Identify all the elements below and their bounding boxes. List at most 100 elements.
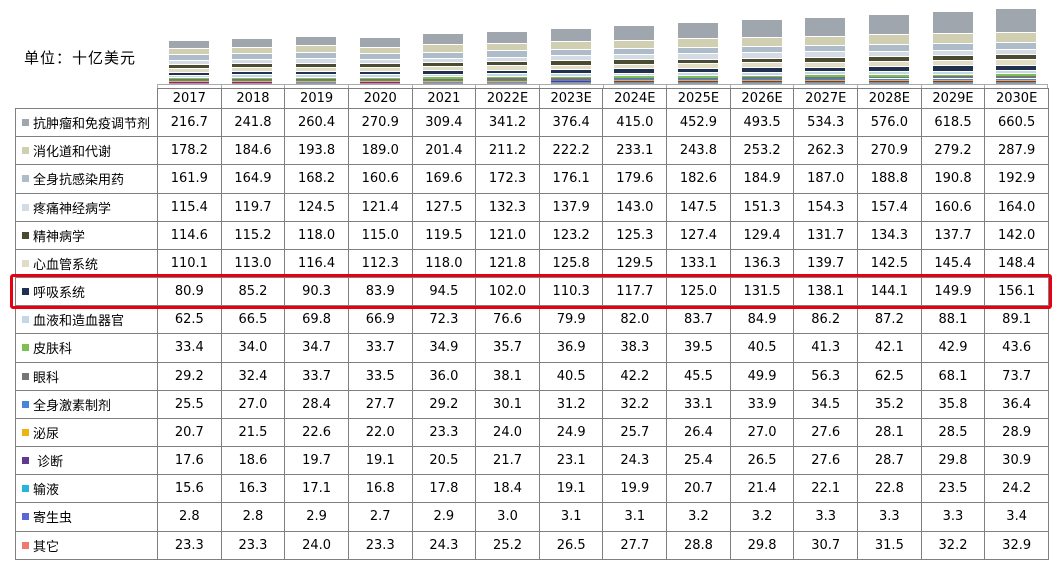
value-cell: 28.7 [857,446,922,476]
chart-column-2027E [793,0,857,84]
bar-segment [932,79,973,81]
axis-tick [538,85,540,88]
value-cell: 2.7 [347,502,413,532]
bar-segment [741,72,782,76]
year-header: 2018 [220,88,286,109]
corner-cell [16,89,158,109]
bar-segment [359,78,400,81]
value-cell: 89.1 [984,305,1049,335]
row-label: 精神病学 [15,220,158,250]
bar-segment [996,60,1037,66]
table-row: 皮肤科 33.4 34.0 34.7 33.7 34.9 35.7 36.9 38.3 39.5 4… [15,333,1049,363]
value-cell: 144.1 [857,277,922,307]
bar-segment [614,55,655,61]
value-cell: 22.8 [857,474,922,504]
bar-segment [868,66,909,72]
value-cell: 149.9 [920,277,986,307]
table-row: 全身抗感染用药 161.9 164.9 168.2 160.6 169.6 172.3 176… [15,164,1049,194]
value-cell: 32.2 [920,530,986,560]
row-label: 抗肿瘤和免疫调节剂 [15,107,158,138]
row-label: 眼科 [15,361,158,391]
value-cell: 137.7 [920,220,986,250]
value-cell: 40.5 [538,361,604,391]
bar-segment [868,78,909,80]
bar-segment [741,80,782,82]
bar-segment [487,70,528,75]
value-cell: 79.9 [538,305,604,335]
value-cell: 88.1 [920,305,986,335]
bar-segment [868,82,909,84]
value-cell: 35.2 [857,389,922,419]
data-table: 2017 2018 2019 2020 2021 2022E 2023E 2024E 2025E… [15,88,1049,560]
legend-swatch-icon [22,259,29,267]
table-row: 诊断 17.6 18.6 19.7 19.1 20.5 21.7 23.1 24.3 25.4 26… [15,446,1049,476]
bar-segment [550,82,591,83]
bar-segment [423,52,464,59]
table-row: 心血管系统 110.1 113.0 116.4 112.3 118.0 121.8 125.8… [15,248,1049,279]
bar-segment [805,82,846,83]
year-header: 2017 [157,88,222,109]
bar-segment [423,83,464,84]
value-cell: 69.8 [284,305,349,335]
value-cell: 129.5 [602,248,668,279]
bar-segment [932,76,973,79]
bar-segment [614,64,655,70]
value-cell: 33.4 [157,333,222,363]
bar-segment [741,75,782,78]
bar-segment [932,78,973,80]
bar-segment [487,78,528,80]
value-cell: 24.0 [284,530,349,560]
value-cell: 31.5 [857,530,922,560]
bar-segment [423,81,464,83]
value-cell: 34.0 [220,333,286,363]
value-cell: 184.9 [729,164,795,194]
value-cell: 3.2 [729,502,795,532]
bar-segment [741,82,782,83]
bar-segment [359,75,400,78]
table-row: 血液和造血器官 62.5 66.5 69.8 66.9 72.3 76.6 79.9 82.0 8… [15,305,1049,335]
chart-column-2030E [984,0,1048,84]
bar-segment [232,79,273,81]
legend-swatch-icon [22,288,29,296]
value-cell: 287.9 [984,136,1049,166]
bar-segment [423,45,464,53]
bar-segment [932,50,973,57]
value-cell: 415.0 [602,107,668,138]
bar-segment [487,83,528,84]
value-cell: 23.1 [538,446,604,476]
value-cell: 270.9 [857,136,922,166]
value-cell: 154.3 [793,192,859,222]
bar-segment [868,51,909,58]
bar-segment [487,74,528,78]
value-cell: 17.1 [284,474,349,504]
bar-segment [232,68,273,73]
bar-segment [168,73,209,76]
value-cell: 309.4 [411,107,477,138]
value-cell: 22.0 [347,417,413,448]
value-cell: 16.8 [347,474,413,504]
bar-segment [932,33,973,44]
row-label-text: 泌尿 [33,426,60,442]
value-cell: 36.0 [411,361,477,391]
value-cell: 90.3 [284,277,349,307]
chart-column-2021 [412,0,476,84]
axis-tick [284,85,286,88]
bar-segment [359,68,400,73]
bar-segment [677,73,718,77]
value-cell: 25.5 [157,389,222,419]
value-cell: 102.0 [475,277,540,307]
year-header: 2027E [793,88,859,109]
value-cell: 42.2 [602,361,668,391]
bar-segment [741,20,782,38]
bar-segment [296,79,337,81]
value-cell: 143.0 [602,192,668,222]
chart-column-2020 [348,0,412,84]
bar-segment [741,81,782,83]
bar-segment [487,82,528,84]
bar-segment [423,78,464,80]
chart-column-2026E [730,0,794,84]
value-cell: 20.5 [411,446,477,476]
bar-segment [550,79,591,81]
bar-segment [168,48,209,56]
